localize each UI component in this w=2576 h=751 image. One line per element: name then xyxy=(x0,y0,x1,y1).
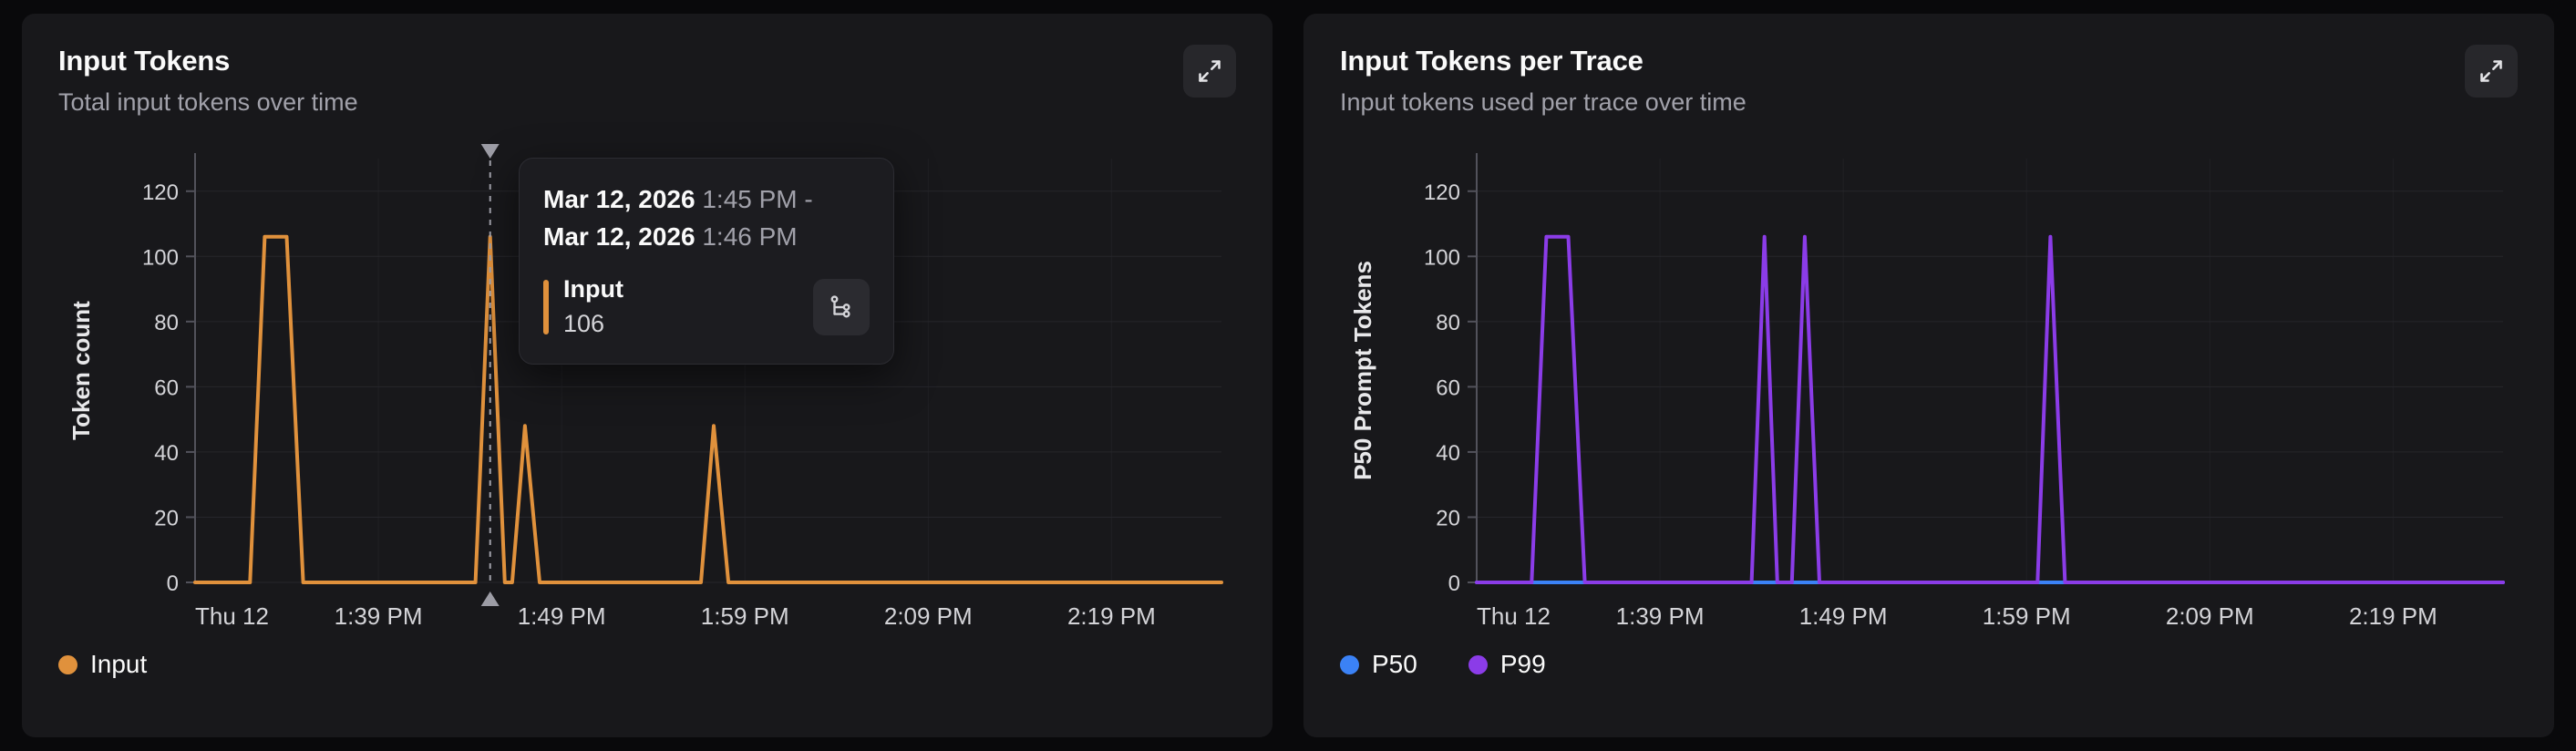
svg-text:100: 100 xyxy=(1424,245,1460,270)
tooltip-series-info: Input 106 xyxy=(563,275,623,338)
tooltip-series-row: Input 106 xyxy=(543,275,870,338)
tooltip-series-value: 106 xyxy=(563,310,605,337)
svg-text:100: 100 xyxy=(142,245,179,270)
expand-icon xyxy=(1199,60,1221,82)
legend-dot-p99 xyxy=(1468,654,1488,674)
trace-tree-icon xyxy=(830,294,850,317)
legend-item-p50[interactable]: P50 xyxy=(1340,650,1417,679)
svg-text:1:59 PM: 1:59 PM xyxy=(701,602,789,630)
card-title: Input Tokens per Trace xyxy=(1340,45,1643,77)
card-title: Input Tokens xyxy=(58,45,231,77)
svg-text:80: 80 xyxy=(154,311,179,335)
svg-text:80: 80 xyxy=(1436,311,1460,335)
card-subtitle: Input tokens used per trace over time xyxy=(1340,88,1747,116)
legend-dot-p50 xyxy=(1340,654,1359,674)
input-tokens-per-trace-chart[interactable]: 0 20 40 60 80 100 120 Thu 12 1:39 PM 1:49 PM 1:59 … xyxy=(1340,133,2518,648)
card-header: Input Tokens per Trace Input tokens used… xyxy=(1340,45,2518,117)
input-tokens-card: Input Tokens Total input tokens over tim… xyxy=(22,14,1273,737)
legend-label-input: Input xyxy=(90,650,148,678)
legend-item-p99[interactable]: P99 xyxy=(1468,650,1546,679)
svg-text:Thu 12: Thu 12 xyxy=(1477,602,1551,630)
expand-chart-button[interactable] xyxy=(2465,45,2518,98)
tooltip-end-date: Mar 12, 2026 xyxy=(543,222,696,251)
tooltip-end-time: 1:46 PM xyxy=(702,222,798,251)
svg-text:120: 120 xyxy=(142,180,179,205)
svg-text:1:49 PM: 1:49 PM xyxy=(1799,602,1888,630)
svg-text:2:09 PM: 2:09 PM xyxy=(2166,602,2254,630)
legend-label-p99: P99 xyxy=(1499,650,1546,678)
svg-text:Thu 12: Thu 12 xyxy=(195,602,269,630)
view-trace-button[interactable] xyxy=(813,278,870,335)
svg-text:60: 60 xyxy=(1436,376,1460,400)
card-header-text: Input Tokens Total input tokens over tim… xyxy=(58,45,358,117)
tooltip-range-separator: - xyxy=(804,185,813,213)
chart-legend: P50 P99 xyxy=(1340,650,2518,679)
card-subtitle: Total input tokens over time xyxy=(58,88,358,116)
svg-text:1:39 PM: 1:39 PM xyxy=(335,602,423,630)
tooltip-start-time: 1:45 PM xyxy=(702,185,798,213)
tooltip-range-start: Mar 12, 2026 1:45 PM - xyxy=(543,180,870,218)
expand-icon xyxy=(2480,60,2502,82)
legend-item-input[interactable]: Input xyxy=(58,650,147,679)
card-header: Input Tokens Total input tokens over tim… xyxy=(58,45,1236,117)
svg-text:120: 120 xyxy=(1424,180,1460,205)
svg-text:1:49 PM: 1:49 PM xyxy=(518,602,606,630)
svg-text:2:19 PM: 2:19 PM xyxy=(1067,602,1156,630)
svg-text:2:09 PM: 2:09 PM xyxy=(884,602,973,630)
svg-text:60: 60 xyxy=(154,376,179,400)
svg-text:40: 40 xyxy=(154,441,179,466)
tooltip-range-end: Mar 12, 2026 1:46 PM xyxy=(543,218,870,255)
tooltip-start-date: Mar 12, 2026 xyxy=(543,185,696,213)
tooltip-series-name: Input xyxy=(563,275,623,303)
chart-tooltip: Mar 12, 2026 1:45 PM - Mar 12, 2026 1:46… xyxy=(519,158,894,365)
svg-text:20: 20 xyxy=(154,506,179,530)
svg-text:0: 0 xyxy=(167,571,179,596)
svg-text:Token count: Token count xyxy=(67,301,95,440)
svg-text:1:59 PM: 1:59 PM xyxy=(1983,602,2071,630)
svg-text:P50 Prompt Tokens: P50 Prompt Tokens xyxy=(1349,261,1376,480)
svg-text:2:19 PM: 2:19 PM xyxy=(2349,602,2437,630)
svg-text:20: 20 xyxy=(1436,506,1460,530)
card-header-text: Input Tokens per Trace Input tokens used… xyxy=(1340,45,1747,117)
legend-dot-input xyxy=(58,654,77,674)
svg-text:1:39 PM: 1:39 PM xyxy=(1616,602,1705,630)
legend-label-p50: P50 xyxy=(1372,650,1417,678)
tooltip-series-color-bar xyxy=(543,279,549,334)
input-tokens-per-trace-card: Input Tokens per Trace Input tokens used… xyxy=(1303,14,2554,737)
svg-text:40: 40 xyxy=(1436,441,1460,466)
expand-chart-button[interactable] xyxy=(1183,45,1236,98)
svg-text:0: 0 xyxy=(1448,571,1460,596)
chart-legend: Input xyxy=(58,650,1236,679)
